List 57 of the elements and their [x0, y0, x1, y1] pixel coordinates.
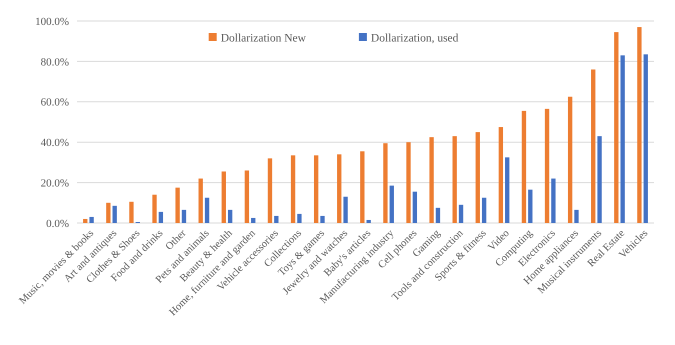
bar	[591, 69, 596, 223]
bar	[129, 202, 134, 223]
bar	[297, 214, 302, 223]
bar	[482, 198, 486, 223]
bar	[390, 186, 394, 223]
bar	[360, 151, 364, 223]
bar	[274, 216, 278, 223]
bar	[228, 210, 232, 223]
bar	[452, 136, 457, 223]
bar	[406, 142, 411, 223]
bar	[204, 198, 210, 223]
bar	[337, 154, 342, 223]
y-tick-label: 20.0%	[40, 177, 69, 190]
bar	[522, 110, 526, 223]
bar	[383, 143, 388, 223]
bar	[158, 212, 164, 223]
bar	[152, 194, 157, 223]
legend-label: Dollarization New	[220, 32, 307, 44]
bar	[637, 27, 642, 223]
bar	[644, 54, 648, 223]
bar	[614, 32, 618, 223]
bar	[290, 155, 296, 223]
bar	[476, 132, 480, 223]
bar	[320, 216, 325, 223]
bar	[528, 190, 532, 223]
bar	[244, 170, 250, 223]
bar	[83, 218, 88, 223]
bar	[222, 171, 226, 223]
bar	[574, 210, 579, 223]
bar	[568, 96, 572, 223]
bar	[597, 136, 602, 223]
bar	[89, 216, 94, 223]
bar	[268, 158, 272, 223]
bar	[112, 206, 117, 223]
bar	[412, 192, 418, 223]
bar	[436, 208, 440, 223]
bar	[505, 157, 510, 223]
bar	[544, 108, 550, 223]
bar	[620, 55, 625, 223]
bar	[314, 155, 318, 223]
bar	[366, 220, 371, 223]
bar	[498, 127, 504, 223]
y-tick-label: 0.0%	[46, 218, 69, 230]
bar	[343, 196, 348, 223]
y-tick-label: 60.0%	[40, 96, 69, 109]
bar	[458, 204, 464, 223]
y-tick-label: 100.0%	[35, 16, 69, 28]
y-tick-label: 40.0%	[40, 137, 69, 150]
bar	[551, 178, 556, 223]
legend-label: Dollarization, used	[370, 32, 459, 44]
bar	[251, 218, 256, 223]
bar	[198, 178, 203, 223]
bar	[429, 137, 434, 223]
bar	[182, 210, 186, 223]
bar	[106, 202, 111, 223]
bar	[175, 188, 180, 223]
y-tick-label: 80.0%	[40, 56, 69, 68]
